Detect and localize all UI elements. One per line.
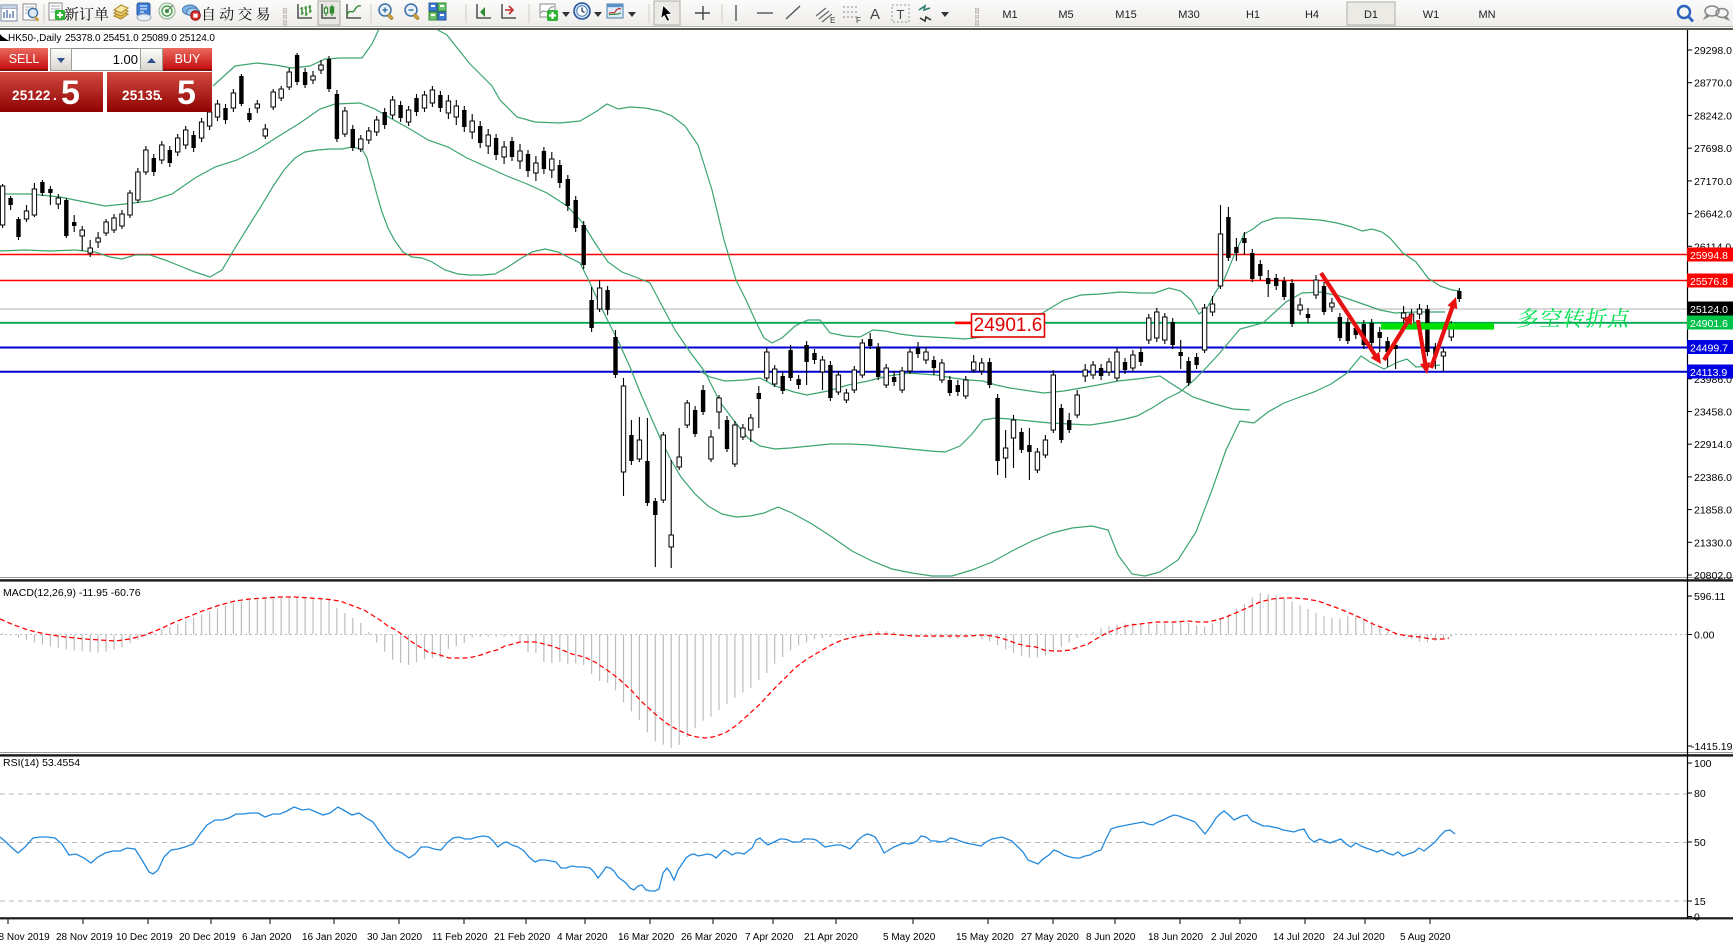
svg-text:20 Dec 2019: 20 Dec 2019 <box>179 932 236 943</box>
svg-text:30 Jan 2020: 30 Jan 2020 <box>367 932 422 943</box>
svg-text:M1: M1 <box>1002 9 1017 21</box>
svg-text:4 Mar 2020: 4 Mar 2020 <box>557 932 608 943</box>
svg-text:15: 15 <box>1694 896 1706 908</box>
svg-text:5 May 2020: 5 May 2020 <box>883 932 936 943</box>
svg-text:E: E <box>830 16 835 25</box>
svg-text:100: 100 <box>1694 758 1712 770</box>
svg-text:50: 50 <box>1694 837 1706 849</box>
svg-text:18 Jun 2020: 18 Jun 2020 <box>1148 932 1203 943</box>
svg-text:27170.0: 27170.0 <box>1694 176 1732 188</box>
svg-text:25378.0 25451.0 25089.0 25124.: 25378.0 25451.0 25089.0 25124.0 <box>65 33 215 44</box>
svg-text:23458.0: 23458.0 <box>1694 407 1732 419</box>
svg-text:M30: M30 <box>1178 9 1199 21</box>
svg-text:A: A <box>870 6 880 23</box>
svg-text:15 May 2020: 15 May 2020 <box>956 932 1014 943</box>
svg-text:21858.0: 21858.0 <box>1694 505 1732 517</box>
svg-text:11 Feb 2020: 11 Feb 2020 <box>432 932 488 943</box>
svg-text:16 Mar 2020: 16 Mar 2020 <box>618 932 675 943</box>
svg-text:M5: M5 <box>1058 9 1073 21</box>
svg-text:5 Aug 2020: 5 Aug 2020 <box>1400 932 1451 943</box>
svg-text:HK50-,Daily: HK50-,Daily <box>8 33 61 44</box>
svg-text:18 Nov 2019: 18 Nov 2019 <box>0 932 50 943</box>
svg-text:M15: M15 <box>1115 9 1136 21</box>
svg-text:21330.0: 21330.0 <box>1694 537 1732 549</box>
svg-text:-1415.19: -1415.19 <box>1691 741 1733 753</box>
svg-text:RSI(14) 53.4554: RSI(14) 53.4554 <box>3 757 80 769</box>
svg-text:0.00: 0.00 <box>1694 630 1715 642</box>
svg-text:25124.0: 25124.0 <box>1690 304 1728 316</box>
svg-text:29298.0: 29298.0 <box>1694 45 1732 57</box>
svg-text:W1: W1 <box>1423 9 1440 21</box>
svg-text:596.11: 596.11 <box>1694 591 1725 603</box>
svg-text:21 Apr 2020: 21 Apr 2020 <box>804 932 858 943</box>
svg-text:28770.0: 28770.0 <box>1694 78 1732 90</box>
svg-text:MACD(12,26,9) -11.95 -60.76: MACD(12,26,9) -11.95 -60.76 <box>3 587 141 599</box>
svg-text:24499.7: 24499.7 <box>1690 343 1728 355</box>
svg-text:28242.0: 28242.0 <box>1694 110 1732 122</box>
svg-text:D1: D1 <box>1364 9 1378 21</box>
svg-text:26642.0: 26642.0 <box>1694 209 1732 221</box>
svg-text:MN: MN <box>1478 9 1495 21</box>
svg-text:21 Feb 2020: 21 Feb 2020 <box>494 932 551 943</box>
svg-text:T: T <box>897 7 905 22</box>
svg-text:24113.9: 24113.9 <box>1690 367 1727 379</box>
svg-text:2 Jul 2020: 2 Jul 2020 <box>1211 932 1258 943</box>
svg-text:25576.8: 25576.8 <box>1690 276 1728 288</box>
svg-text:22914.0: 22914.0 <box>1694 439 1732 451</box>
svg-text:25994.8: 25994.8 <box>1690 250 1728 262</box>
svg-text:16 Jan 2020: 16 Jan 2020 <box>302 932 357 943</box>
svg-text:24901.6: 24901.6 <box>974 315 1043 336</box>
svg-text:F: F <box>856 16 861 25</box>
svg-text:14 Jul 2020: 14 Jul 2020 <box>1273 932 1325 943</box>
svg-text:8 Jun 2020: 8 Jun 2020 <box>1086 932 1136 943</box>
svg-text:27698.0: 27698.0 <box>1694 143 1732 155</box>
svg-text:24901.6: 24901.6 <box>1690 318 1728 330</box>
svg-text:80: 80 <box>1694 788 1706 800</box>
svg-text:22386.0: 22386.0 <box>1694 472 1732 484</box>
svg-text:0: 0 <box>1694 912 1700 924</box>
svg-text:20802.0: 20802.0 <box>1694 570 1732 582</box>
svg-text:10 Dec 2019: 10 Dec 2019 <box>116 932 173 943</box>
svg-text:H1: H1 <box>1246 9 1260 21</box>
svg-text:6 Jan 2020: 6 Jan 2020 <box>242 932 292 943</box>
svg-text:24 Jul 2020: 24 Jul 2020 <box>1333 932 1385 943</box>
svg-text:7 Apr 2020: 7 Apr 2020 <box>745 932 794 943</box>
svg-text:27 May 2020: 27 May 2020 <box>1021 932 1079 943</box>
svg-text:28 Nov 2019: 28 Nov 2019 <box>56 932 113 943</box>
svg-text:H4: H4 <box>1305 9 1319 21</box>
svg-text:26 Mar 2020: 26 Mar 2020 <box>681 932 738 943</box>
